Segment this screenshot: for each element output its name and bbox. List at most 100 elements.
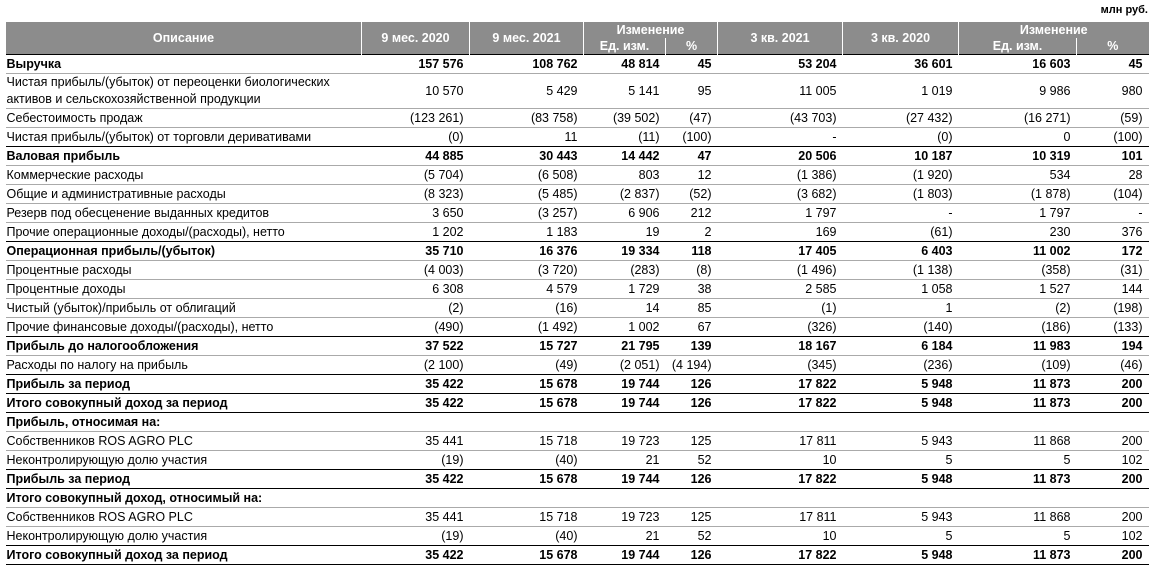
row-value: 35 441 [361, 431, 470, 451]
row-value: (2) [361, 298, 470, 318]
row-value: (236) [842, 355, 959, 375]
row-value: (59) [1076, 108, 1149, 128]
row-value: (2 051) [583, 355, 666, 375]
row-value: 1 797 [717, 203, 843, 223]
row-value: 194 [1076, 336, 1149, 356]
table-row: Себестоимость продаж (123 261) (83 758) (39… [5, 108, 1149, 128]
row-description: Выручка [5, 54, 362, 74]
row-value: 11 873 [958, 469, 1077, 489]
row-value: 200 [1076, 431, 1149, 451]
row-value: 1 729 [583, 279, 666, 299]
row-value [583, 488, 666, 508]
row-value [469, 412, 584, 432]
row-value: (40) [469, 526, 584, 546]
row-value: 11 873 [958, 374, 1077, 394]
row-value: 139 [665, 336, 718, 356]
row-value [361, 488, 470, 508]
row-value: 45 [665, 54, 718, 74]
row-value: 15 678 [469, 393, 584, 413]
row-description: Неконтролирующую долю участия [5, 526, 362, 546]
row-value: (16 271) [958, 108, 1077, 128]
row-value: 14 [583, 298, 666, 318]
row-value: 212 [665, 203, 718, 223]
row-description: Неконтролирующую долю участия [5, 450, 362, 470]
row-value: 17 811 [717, 507, 843, 527]
row-value: (2 837) [583, 184, 666, 204]
row-value: 126 [665, 374, 718, 394]
row-value: 2 585 [717, 279, 843, 299]
table-row: Процентные расходы (4 003) (3 720) (283) (8)… [5, 260, 1149, 280]
table-row: Собственников ROS AGRO PLC 35 441 15 718 19… [5, 507, 1149, 527]
row-value: 38 [665, 279, 718, 299]
row-value: (19) [361, 450, 470, 470]
financial-table: Описание 9 мес. 2020 9 мес. 2021 Изменен… [5, 22, 1149, 565]
header-change-q3: Изменение [958, 22, 1149, 38]
row-value: 17 822 [717, 393, 843, 413]
table-row: Резерв под обесценение выданных кредитов… [5, 203, 1149, 223]
row-value: (358) [958, 260, 1077, 280]
row-value: 6 906 [583, 203, 666, 223]
row-description: Прочие операционные доходы/(расходы), не… [5, 222, 362, 242]
row-value: (1 920) [842, 165, 959, 185]
table-row: Чистый (убыток)/прибыль от облигаций (2)(… [5, 298, 1149, 318]
row-value: 53 204 [717, 54, 843, 74]
table-row: Собственников ROS AGRO PLC 35 441 15 718 19… [5, 431, 1149, 451]
row-description: Итого совокупный доход за период [5, 393, 362, 413]
row-value: 200 [1076, 507, 1149, 527]
row-value: 534 [958, 165, 1077, 185]
header-pct-q3: % [1076, 38, 1149, 55]
row-value: 1 202 [361, 222, 470, 242]
row-value: 35 422 [361, 374, 470, 394]
row-value: 19 744 [583, 393, 666, 413]
row-value: (83 758) [469, 108, 584, 128]
table-row: Итого совокупный доход за период 35 422 15… [5, 545, 1149, 565]
row-value: 15 678 [469, 545, 584, 565]
row-value: 15 727 [469, 336, 584, 356]
row-value: 11 [469, 127, 584, 147]
row-value: 118 [665, 241, 718, 261]
row-description: Чистая прибыль/(убыток) от переоценки би… [5, 73, 362, 109]
row-value: 1 183 [469, 222, 584, 242]
row-value: 1 797 [958, 203, 1077, 223]
row-value: (109) [958, 355, 1077, 375]
row-value: 16 603 [958, 54, 1077, 74]
row-value: (61) [842, 222, 959, 242]
row-value: (2) [958, 298, 1077, 318]
row-value: (198) [1076, 298, 1149, 318]
table-row: Прибыль за период 35 422 15 678 19 744 126 17… [5, 469, 1149, 489]
table-row: Прочие финансовые доходы/(расходы), нетт… [5, 317, 1149, 337]
row-value: 5 943 [842, 507, 959, 527]
row-value: 5 [958, 526, 1077, 546]
row-value: (345) [717, 355, 843, 375]
row-value: 200 [1076, 374, 1149, 394]
row-value: (123 261) [361, 108, 470, 128]
row-value: 11 005 [717, 73, 843, 109]
row-value: (0) [842, 127, 959, 147]
row-value: 1 527 [958, 279, 1077, 299]
row-value: 21 [583, 526, 666, 546]
row-value: 21 [583, 450, 666, 470]
row-value: (2 100) [361, 355, 470, 375]
header-description: Описание [5, 22, 362, 55]
table-body: Выручка 157 576 108 762 48 814 45 53 204 36 60… [5, 54, 1149, 565]
row-value: (39 502) [583, 108, 666, 128]
row-value [1076, 488, 1149, 508]
row-value: (1 386) [717, 165, 843, 185]
row-value: 6 184 [842, 336, 959, 356]
row-value: 85 [665, 298, 718, 318]
row-value: (6 508) [469, 165, 584, 185]
row-value: 126 [665, 393, 718, 413]
row-value: 17 811 [717, 431, 843, 451]
row-value: (8 323) [361, 184, 470, 204]
row-value: (1 878) [958, 184, 1077, 204]
row-value: 15 718 [469, 431, 584, 451]
row-value: 5 141 [583, 73, 666, 109]
table-row: Прибыль за период 35 422 15 678 19 744 126 17… [5, 374, 1149, 394]
row-value: 52 [665, 450, 718, 470]
row-value: 4 579 [469, 279, 584, 299]
row-value: 19 723 [583, 431, 666, 451]
row-description: Прибыль, относимая на: [5, 412, 362, 432]
row-value: 17 822 [717, 545, 843, 565]
row-value: 5 948 [842, 545, 959, 565]
row-description: Процентные расходы [5, 260, 362, 280]
